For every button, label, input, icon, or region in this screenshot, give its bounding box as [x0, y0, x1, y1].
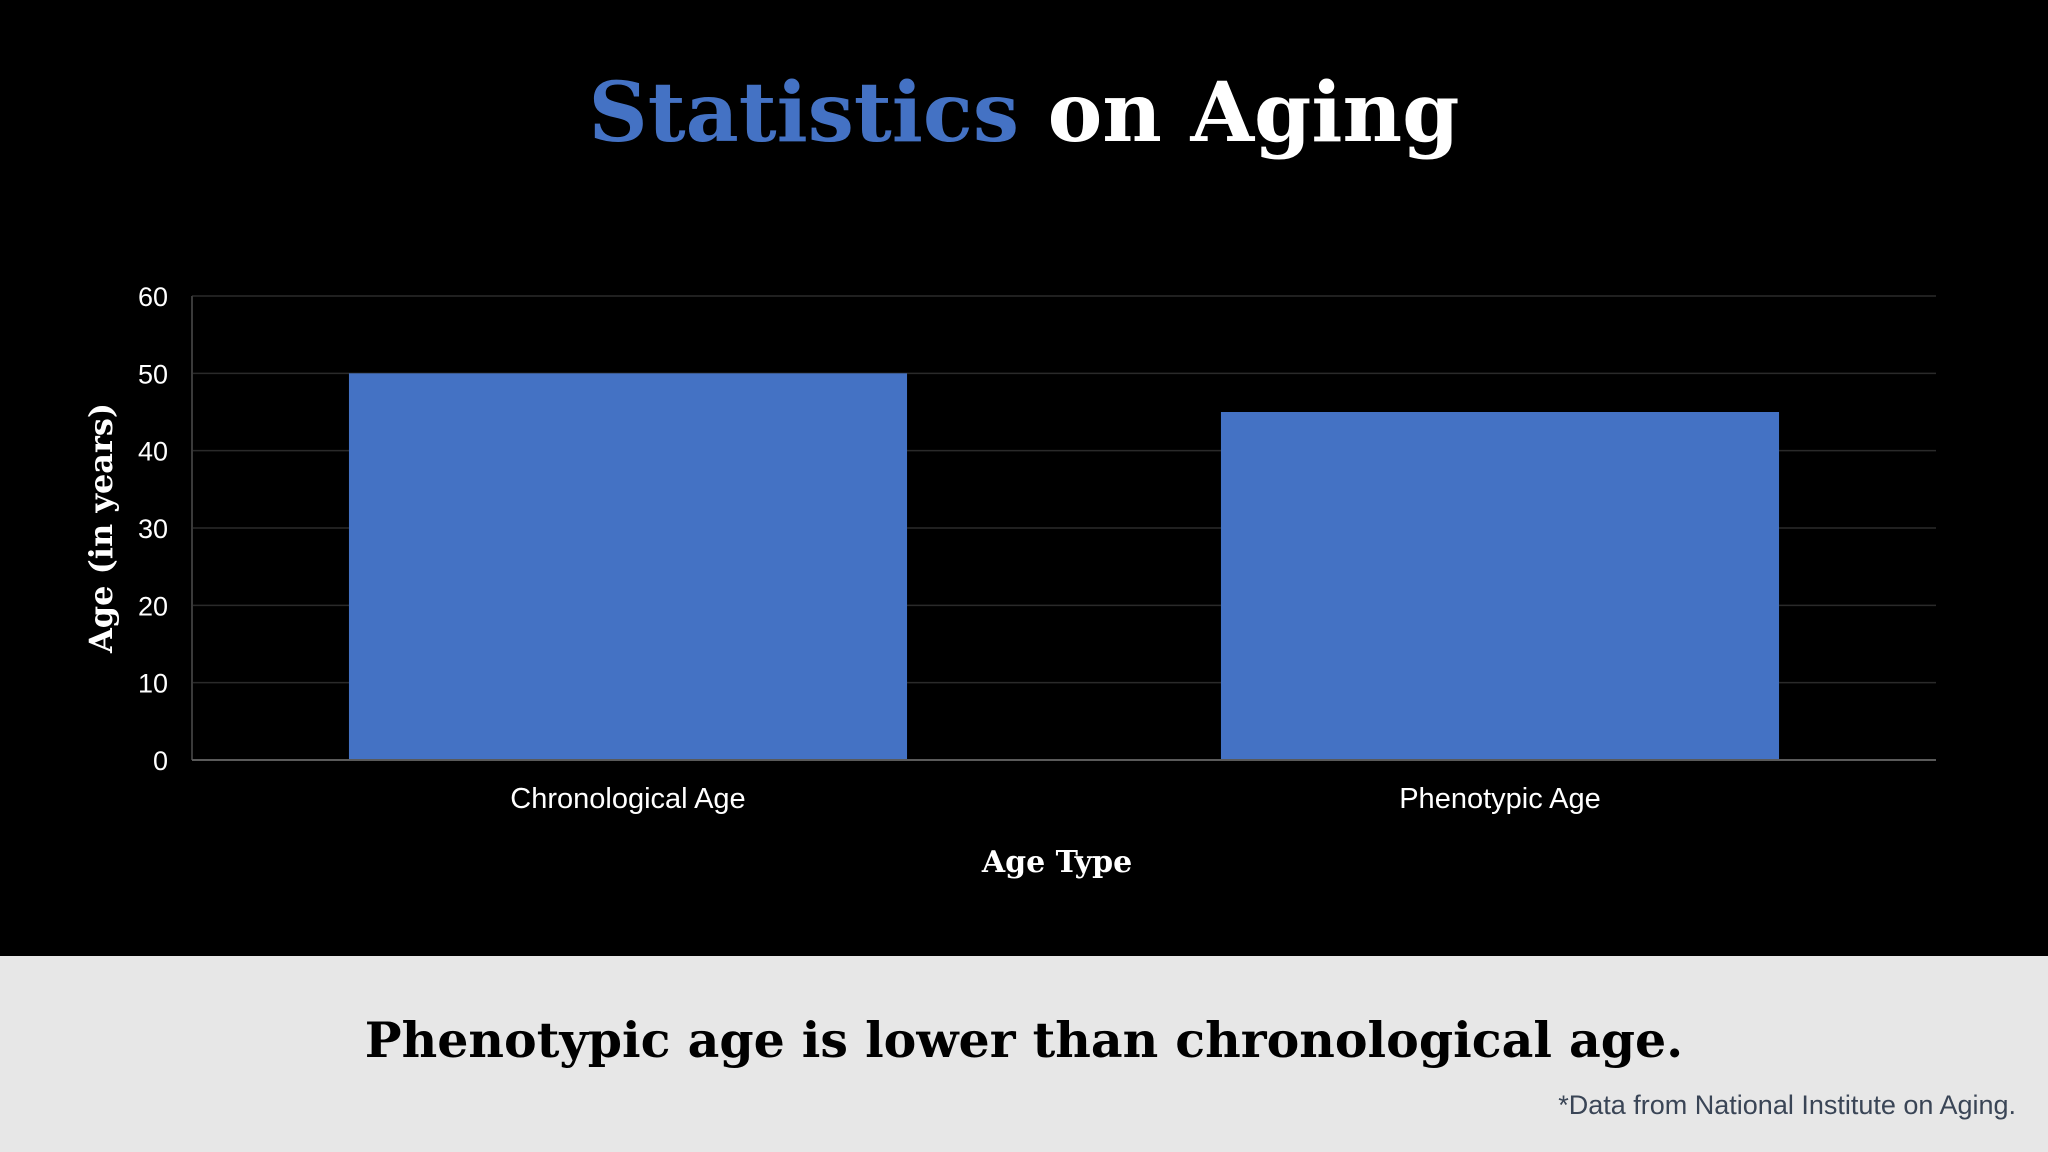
y-tick-label: 10 [138, 669, 168, 699]
y-tick-label: 0 [153, 746, 168, 776]
x-tick-label: Phenotypic Age [1399, 783, 1601, 815]
title-accent: Statistics [588, 65, 1020, 161]
slide-title: Statistics on Aging [0, 58, 2048, 168]
bar-chart: 0 10 20 30 40 50 60 Chronological Age Phenotypic… [82, 282, 1936, 880]
bars [348, 373, 1780, 760]
y-tick-label: 20 [138, 591, 168, 621]
y-axis-title: Age (in years) [82, 403, 120, 654]
y-tick-label: 60 [138, 282, 168, 312]
y-tick-label: 40 [138, 437, 168, 467]
title-rest: on Aging [1019, 65, 1460, 161]
axes: 0 10 20 30 40 50 60 Chronological Age Phenotypic… [138, 282, 1936, 815]
x-axis-title: Age Type [981, 845, 1132, 880]
x-tick-label: Chronological Age [510, 783, 745, 815]
y-tick-label: 30 [138, 514, 168, 544]
footer-band: Phenotypic age is lower than chronologic… [0, 956, 2048, 1152]
bar-phenotypic-age [1220, 412, 1780, 760]
bar-chronological-age [348, 373, 908, 760]
conclusion-text: Phenotypic age is lower than chronologic… [364, 1011, 1684, 1069]
y-tick-label: 50 [138, 359, 168, 389]
source-note: *Data from National Institute on Aging. [1558, 1090, 2016, 1120]
